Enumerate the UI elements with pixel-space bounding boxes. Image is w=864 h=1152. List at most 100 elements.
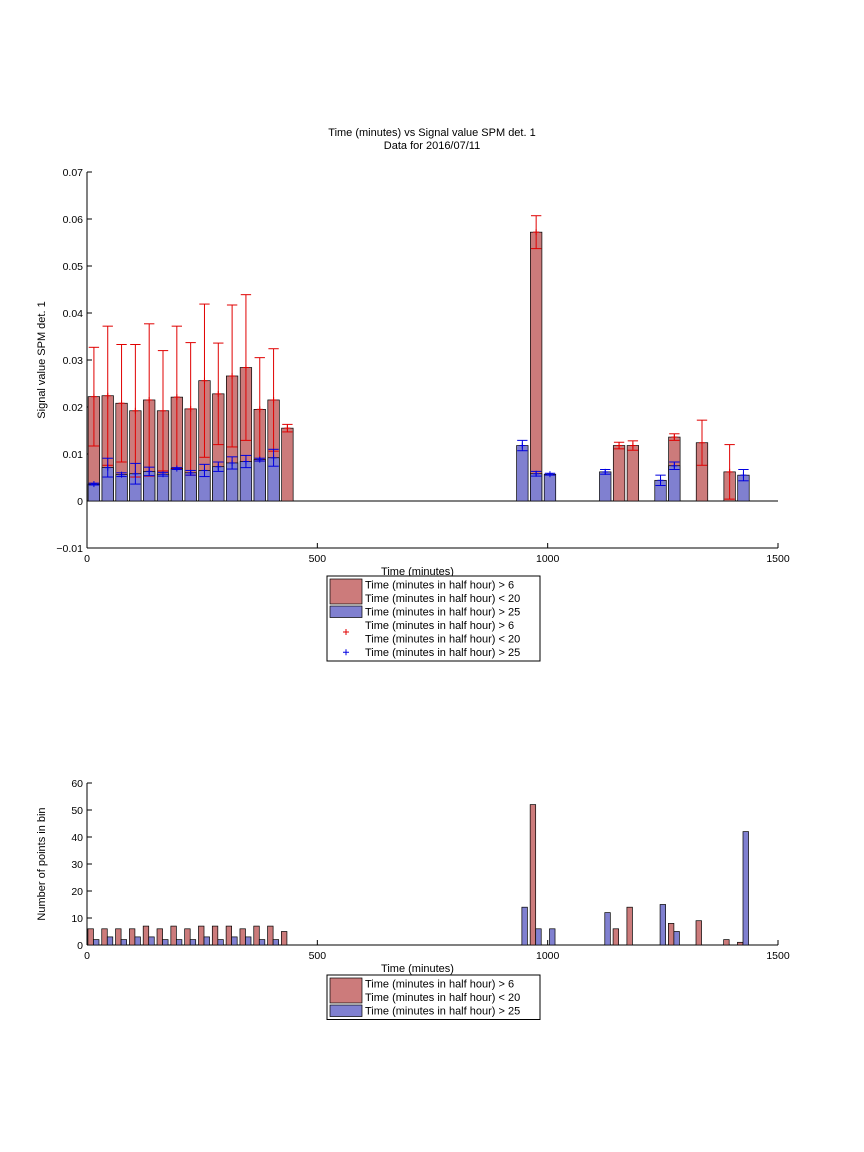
bar-series-a xyxy=(129,928,136,946)
bar-series-b xyxy=(258,939,266,946)
bar-series-a xyxy=(668,923,675,946)
y-axis-label: Number of points in bin xyxy=(36,807,48,920)
y-tick-label: 0.06 xyxy=(63,214,84,226)
bar-series-a xyxy=(142,925,150,946)
legend-entry-label: Time (minutes in half hour) > 25 xyxy=(365,647,520,659)
count-chart: 0 10 20 30 40 50 60 0 500 1000 1500 Time (minutes) N… xyxy=(36,778,790,975)
bar-series-b xyxy=(253,459,266,502)
x-tick-label: 1000 xyxy=(536,553,560,565)
bar-series-b xyxy=(742,831,749,946)
bar-series-b xyxy=(599,471,612,502)
y-tick-label: 0.05 xyxy=(63,261,84,273)
bar-series-a xyxy=(198,925,205,946)
legend-entry-label: Time (minutes in half hour) > 25 xyxy=(365,1006,520,1018)
bar-series-b xyxy=(231,936,238,946)
bar-series-a xyxy=(695,920,702,946)
bar-series-a xyxy=(184,928,191,946)
bar-series-b xyxy=(170,468,183,502)
bar-series-b xyxy=(668,465,681,502)
y-axis-label: Signal value SPM det. 1 xyxy=(36,301,48,418)
bar-series-a xyxy=(281,931,288,946)
bar-series-b xyxy=(217,939,224,946)
bar-series-a xyxy=(225,925,232,946)
bar-series-b xyxy=(516,445,529,502)
y-tick-label: 20 xyxy=(71,886,83,898)
bar-series-b xyxy=(659,904,666,946)
bar-series-a xyxy=(156,928,163,946)
y-tick-label: 0 xyxy=(77,940,83,952)
legend-box xyxy=(326,974,541,1020)
y-tick-label: 0.01 xyxy=(63,449,84,461)
legend-entry-label: Time (minutes in half hour) > 6 xyxy=(365,620,514,632)
bar-series-a xyxy=(253,925,260,946)
bar-series-b xyxy=(521,906,528,946)
bar-series-a xyxy=(267,925,274,946)
x-tick-label: 1500 xyxy=(766,950,790,962)
y-tick-label: 0.04 xyxy=(63,308,84,320)
x-axis-label: Time (minutes) xyxy=(381,963,454,975)
x-tick-label: 0 xyxy=(84,950,90,962)
bar-series-a xyxy=(211,925,219,946)
bar-series-a xyxy=(626,906,633,946)
bar-series-a xyxy=(626,445,639,502)
bar-series-b xyxy=(272,939,279,946)
y-tick-label: 50 xyxy=(71,805,83,817)
bar-series-b xyxy=(176,939,183,946)
bar-series-a xyxy=(239,928,246,946)
x-tick-label: 0 xyxy=(84,553,90,565)
x-tick-label: 1000 xyxy=(536,950,560,962)
x-tick-label: 500 xyxy=(309,553,327,565)
y-tick-label: 40 xyxy=(71,832,83,844)
legend-entry-label: Time (minutes in half hour) < 20 xyxy=(365,992,520,1004)
bar-series-a xyxy=(529,804,537,946)
legend-entry-label: Time (minutes in half hour) > 6 xyxy=(365,979,514,991)
legend-entry-label: Time (minutes in half hour) < 20 xyxy=(365,593,520,605)
legend-entry-label: Time (minutes in half hour) > 6 xyxy=(365,580,514,592)
x-tick-label: 500 xyxy=(309,950,327,962)
y-tick-label: 0.07 xyxy=(63,167,84,179)
bar-series-b xyxy=(106,936,114,946)
bar-series-b xyxy=(549,928,556,946)
legend-swatch-series-a xyxy=(329,578,363,605)
legend-entry-label: Time (minutes in half hour) > 25 xyxy=(365,607,520,619)
bar-series-b xyxy=(115,474,128,502)
bar-series-a xyxy=(612,928,619,946)
legend-swatch-series-b xyxy=(329,605,363,618)
x-tick-label: 1500 xyxy=(766,553,790,565)
legend-box xyxy=(326,575,541,662)
figure-title: Time (minutes) vs Signal value SPM det. … xyxy=(328,127,535,139)
bar-series-b xyxy=(245,936,252,946)
y-tick-label: 10 xyxy=(71,913,83,925)
legend-swatch-series-a xyxy=(329,977,363,1004)
legend-swatch-series-b xyxy=(329,1004,363,1017)
bar-series-a xyxy=(530,231,543,502)
bar-series-b xyxy=(604,912,611,946)
bar-series-b xyxy=(134,936,141,946)
bar-series-a xyxy=(115,928,122,946)
y-tick-label: 0.03 xyxy=(63,355,84,367)
bar-series-b xyxy=(530,473,543,502)
bar-series-b xyxy=(162,939,169,946)
bar-series-b xyxy=(184,472,197,502)
x-axis-label: Time (minutes) xyxy=(381,566,454,578)
figure-subtitle: Data for 2016/07/11 xyxy=(384,140,480,152)
y-tick-label: 60 xyxy=(71,778,83,790)
bar-series-b xyxy=(120,939,127,946)
bar-series-a xyxy=(281,427,294,502)
bar-series-a xyxy=(737,941,744,946)
bar-series-b xyxy=(148,936,155,946)
y-tick-label: −0.01 xyxy=(56,543,83,555)
bar-series-a xyxy=(612,445,626,502)
bar-series-b xyxy=(673,931,680,946)
bar-series-a xyxy=(723,939,730,946)
legend-entry-label: Time (minutes in half hour) < 20 xyxy=(365,634,520,646)
bar-series-b xyxy=(203,936,210,946)
bar-series-b xyxy=(535,928,542,946)
bar-series-a xyxy=(101,928,108,946)
bar-series-b xyxy=(189,939,197,946)
bar-series-b xyxy=(543,473,557,502)
bar-series-a xyxy=(87,928,94,946)
